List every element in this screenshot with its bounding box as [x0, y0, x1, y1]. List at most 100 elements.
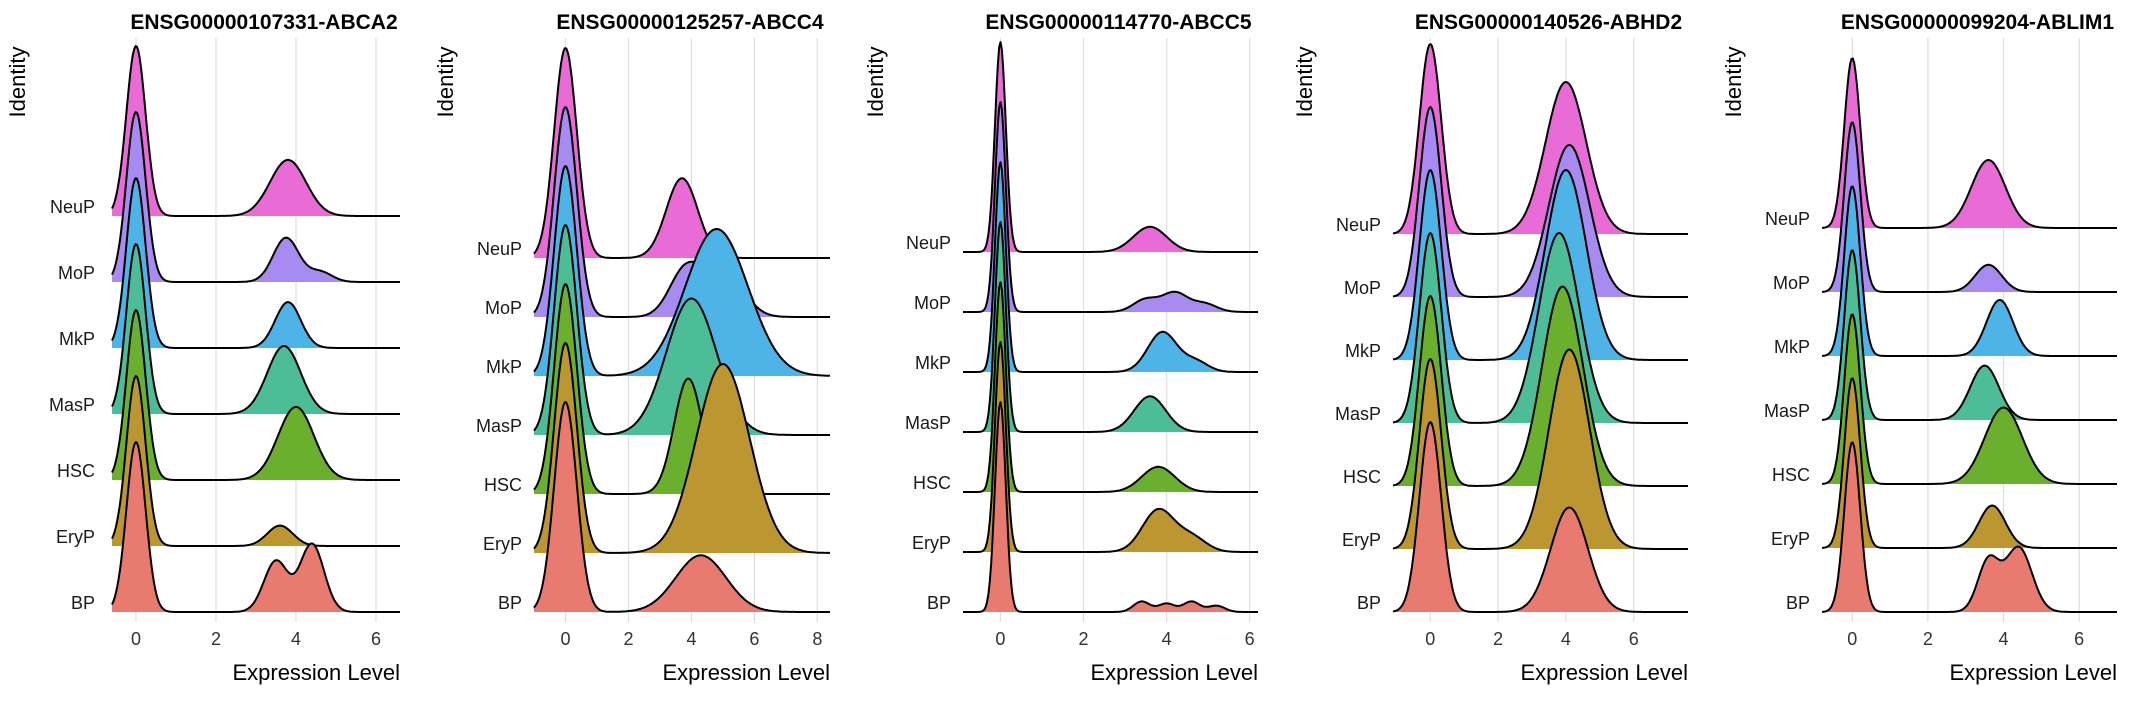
ridge-line-mkp: [1821, 185, 2117, 357]
ridge-fill-bp: [1393, 422, 1688, 612]
x-tick-label: 6: [749, 629, 759, 649]
x-tick-label: 6: [1245, 629, 1255, 649]
panel-title: ENSG00000140526-ABHD2: [1415, 11, 1682, 34]
ridge-line-neup: [963, 41, 1258, 253]
category-label-eryp: EryP: [912, 533, 951, 553]
category-label-bp: BP: [71, 593, 95, 613]
ridge-line-eryp: [1821, 377, 2117, 549]
y-axis-title: Identity: [433, 47, 458, 118]
x-tick-label: 4: [1999, 629, 2009, 649]
ridge-line-bp: [1821, 441, 2117, 613]
ridge-line-masp: [963, 221, 1258, 433]
category-label-neup: NeuP: [1336, 215, 1381, 235]
category-label-masp: MasP: [1335, 404, 1381, 424]
ridge-panel: ENSG00000099204-ABLIM1 Identity Expression…: [1721, 11, 2117, 685]
ridge-line-neup: [1392, 43, 1688, 235]
ridge-panel: ENSG00000140526-ABHD2 Identity Expression …: [1292, 11, 1688, 685]
ridge-line-mop: [1392, 106, 1688, 298]
category-label-hsc: HSC: [1772, 465, 1810, 485]
ridge-line-masp: [533, 224, 830, 436]
panel-title: ENSG00000107331-ABCA2: [130, 11, 397, 34]
x-tick-label: 4: [686, 629, 696, 649]
x-tick-label: 6: [371, 629, 381, 649]
category-label-bp: BP: [498, 593, 522, 613]
category-label-hsc: HSC: [913, 473, 951, 493]
ridge-fill-bp: [112, 442, 400, 612]
ridge-fill-neup: [1822, 58, 2117, 228]
panel-title: ENSG00000125257-ABCC4: [556, 11, 824, 34]
category-label-mop: MoP: [1344, 278, 1381, 298]
category-label-neup: NeuP: [477, 239, 522, 259]
ridge-line-masp: [1821, 249, 2117, 421]
ridge-line-bp: [1392, 421, 1688, 613]
ridge-line-bp: [963, 401, 1258, 613]
panel-title: ENSG00000114770-ABCC5: [985, 11, 1251, 34]
ridge-line-mop: [963, 101, 1258, 313]
panel-title: ENSG00000099204-ABLIM1: [1841, 11, 2114, 34]
ridge-line-mop: [533, 106, 830, 318]
category-label-hsc: HSC: [57, 461, 95, 481]
ridge-fill-eryp: [534, 343, 830, 553]
x-tick-label: 8: [812, 629, 822, 649]
x-tick-label: 2: [211, 629, 221, 649]
x-tick-label: 4: [1561, 629, 1571, 649]
x-tick-label: 2: [1078, 629, 1088, 649]
ridge-line-masp: [1392, 232, 1688, 424]
category-label-mkp: MkP: [1345, 341, 1381, 361]
ridge-line-bp: [533, 401, 830, 613]
category-label-neup: NeuP: [1765, 209, 1810, 229]
ridge-line-mkp: [111, 177, 400, 349]
x-tick-label: 0: [995, 629, 1005, 649]
category-label-mkp: MkP: [1774, 337, 1810, 357]
ridge-line-hsc: [111, 309, 400, 481]
category-label-neup: NeuP: [906, 233, 951, 253]
ridge-fill-bp: [1822, 442, 2117, 612]
x-tick-label: 6: [2074, 629, 2084, 649]
ridge-line-bp: [111, 441, 400, 613]
ridge-line-eryp: [1392, 348, 1688, 550]
category-label-eryp: EryP: [56, 527, 95, 547]
ridge-panel: ENSG00000107331-ABCA2 Identity Expression …: [5, 11, 400, 685]
category-label-eryp: EryP: [1771, 529, 1810, 549]
y-axis-title: Identity: [863, 47, 888, 118]
category-label-mop: MoP: [58, 263, 95, 283]
category-label-mkp: MkP: [486, 357, 522, 377]
x-axis-title: Expression Level: [662, 660, 830, 685]
x-tick-label: 2: [1493, 629, 1503, 649]
ridge-line-hsc: [1392, 285, 1688, 487]
ridge-fill-hsc: [1393, 286, 1688, 486]
ridge-line-hsc: [533, 283, 830, 495]
ridge-line-eryp: [963, 341, 1258, 553]
category-label-mop: MoP: [914, 293, 951, 313]
category-label-bp: BP: [1786, 593, 1810, 613]
x-tick-label: 0: [1847, 629, 1857, 649]
category-label-eryp: EryP: [483, 534, 522, 554]
ridge-line-hsc: [1821, 313, 2117, 485]
ridge-fill-masp: [1393, 233, 1688, 423]
category-label-mop: MoP: [485, 298, 522, 318]
ridge-line-mop: [111, 111, 400, 283]
ridge-fill-bp: [963, 402, 1258, 612]
ridge-line-hsc: [963, 281, 1258, 493]
ridge-line-mop: [1821, 121, 2117, 293]
category-label-mkp: MkP: [915, 353, 951, 373]
category-label-hsc: HSC: [1343, 467, 1381, 487]
category-label-mkp: MkP: [59, 329, 95, 349]
ridge-line-eryp: [533, 342, 830, 554]
y-axis-title: Identity: [1721, 47, 1746, 118]
category-label-masp: MasP: [1764, 401, 1810, 421]
ridge-line-neup: [533, 47, 830, 259]
ridge-line-mkp: [533, 165, 831, 377]
ridge-line-mkp: [963, 161, 1258, 373]
ridge-panel: ENSG00000114770-ABCC5 Identity Expression …: [863, 11, 1258, 685]
x-tick-label: 2: [623, 629, 633, 649]
category-label-neup: NeuP: [50, 197, 95, 217]
category-label-eryp: EryP: [1342, 530, 1381, 550]
x-tick-label: 4: [1162, 629, 1172, 649]
category-label-bp: BP: [927, 593, 951, 613]
x-tick-label: 0: [131, 629, 141, 649]
category-label-masp: MasP: [476, 416, 522, 436]
category-label-masp: MasP: [49, 395, 95, 415]
x-tick-label: 0: [560, 629, 570, 649]
